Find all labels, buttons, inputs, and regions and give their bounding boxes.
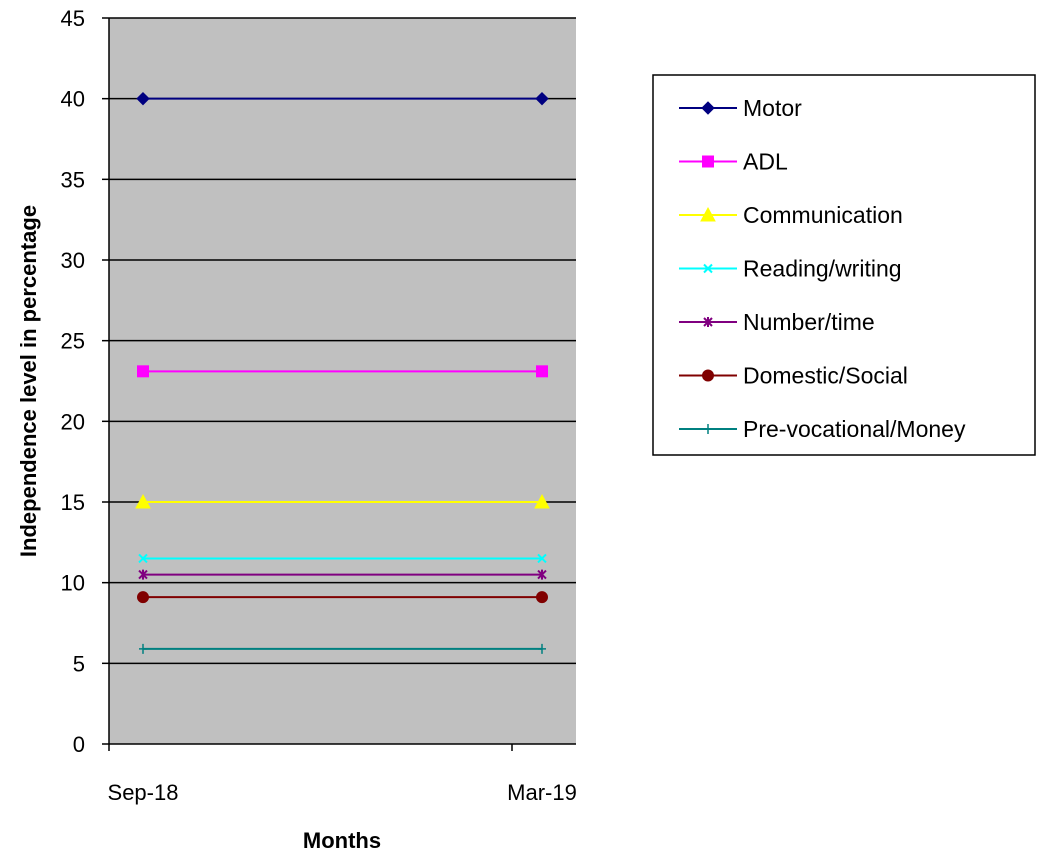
- data-point: [138, 553, 148, 564]
- legend-marker: [704, 424, 712, 434]
- data-point: [135, 493, 151, 509]
- legend-item: Pre-vocational/Money: [679, 416, 966, 442]
- data-point: [139, 643, 147, 654]
- x-axis-title: Months: [303, 828, 381, 853]
- y-tick-label: 5: [73, 651, 85, 676]
- data-point: [536, 365, 548, 378]
- series-layer: [135, 91, 550, 654]
- legend: Motor ADL Communication Reading/writing Numb…: [652, 74, 1036, 456]
- x-axis-ticks: Sep-18 Mar-19: [108, 744, 577, 805]
- legend-label: Number/time: [743, 309, 875, 335]
- legend-label: Pre-vocational/Money: [743, 416, 966, 442]
- legend-marker: [702, 155, 714, 168]
- data-point: [535, 91, 549, 106]
- legend-label: Communication: [743, 202, 903, 228]
- series-communication: [135, 493, 550, 509]
- y-tick-label: 15: [61, 490, 85, 515]
- legend-item: Domestic/Social: [679, 363, 908, 389]
- y-tick-label: 45: [61, 6, 85, 31]
- legend-label: Domestic/Social: [743, 363, 908, 389]
- legend-item: Communication: [679, 202, 903, 228]
- legend-item: Motor: [679, 95, 802, 121]
- data-point: [537, 569, 547, 580]
- y-tick-label: 40: [61, 87, 85, 112]
- legend-marker: [703, 317, 713, 327]
- y-tick-label: 0: [73, 732, 85, 757]
- data-point: [137, 591, 149, 604]
- series-motor: [136, 91, 549, 106]
- legend-item: Number/time: [679, 309, 875, 335]
- y-tick-label: 10: [61, 571, 85, 596]
- series-domestic-social: [137, 591, 548, 604]
- legend-marker: [700, 206, 716, 222]
- legend-box: [652, 74, 1036, 456]
- y-tick-label: 30: [61, 248, 85, 273]
- series-adl: [137, 365, 548, 378]
- legend-label: Motor: [743, 95, 802, 121]
- data-point: [136, 91, 150, 106]
- legend-item: Reading/writing: [679, 256, 902, 282]
- y-tick-label: 25: [61, 329, 85, 354]
- data-point: [137, 365, 149, 378]
- data-point: [534, 493, 550, 509]
- legend-label: ADL: [743, 149, 788, 175]
- axes: [108, 18, 576, 745]
- legend-marker: [703, 263, 713, 274]
- series-pre-vocational-money: [139, 643, 546, 654]
- legend-marker: [701, 101, 715, 115]
- legend-item: ADL: [679, 149, 788, 175]
- series-number-time: [138, 569, 547, 580]
- legend-label: Reading/writing: [743, 256, 902, 282]
- data-point: [537, 553, 547, 564]
- y-tick-label: 35: [61, 167, 85, 192]
- data-point: [538, 643, 546, 654]
- legend-marker: [702, 369, 714, 382]
- data-point: [536, 591, 548, 604]
- x-tick-label: Mar-19: [507, 780, 577, 805]
- x-tick-label: Sep-18: [108, 780, 179, 805]
- series-reading-writing: [138, 553, 547, 564]
- y-tick-label: 20: [61, 409, 85, 434]
- plot-area: [109, 18, 576, 744]
- data-point: [138, 569, 148, 580]
- y-axis-title: Independence level in percentage: [16, 205, 41, 557]
- y-axis-ticks: 0 5 10 15 20 25 30 35 40 45: [61, 6, 109, 757]
